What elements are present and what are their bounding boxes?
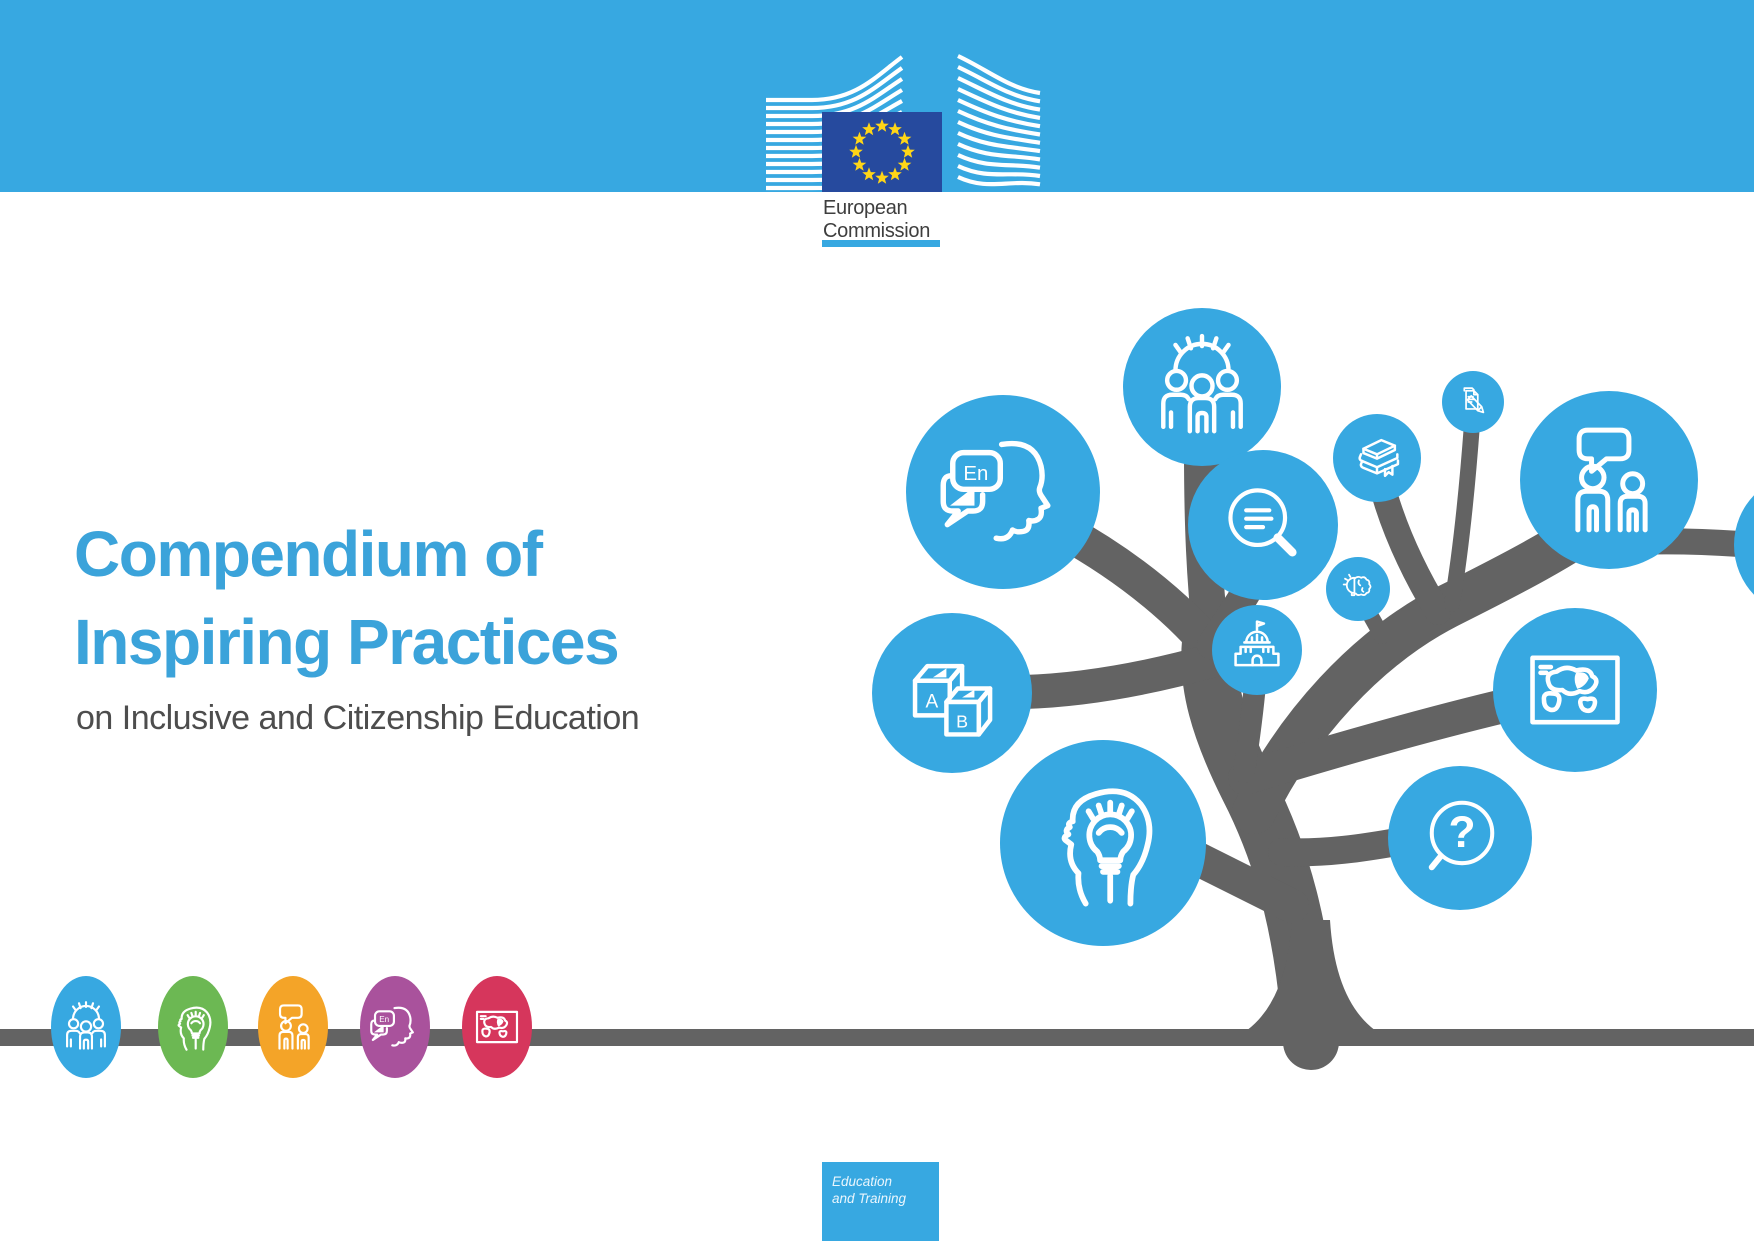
page-subtitle: on Inclusive and Citizenship Education [76,699,640,737]
timeline-bar [0,1029,1754,1046]
tree-nodes [872,308,1754,946]
tree-node-dialogue [1520,391,1698,569]
title-block: Compendium of Inspiring Practices on Incl… [74,510,834,740]
milestone-geography [462,976,532,1078]
milestone-language [360,976,430,1078]
page-title: Compendium of Inspiring Practices [74,510,834,686]
ec-name-line2: Commission [823,220,931,242]
tree-node-writing [1442,371,1504,433]
milestone-community [51,976,121,1078]
footer-label-line2: and Training [832,1191,907,1206]
tree-node-community [1123,308,1281,466]
ec-flag-stripes-right-icon [957,54,1041,187]
tree-node-edge [1734,495,1754,595]
tree-node-civics [1212,605,1302,695]
tree-trunk-base [1230,920,1392,1040]
ec-name-line1: European [823,197,908,219]
footer-label-line1: Education [832,1174,893,1189]
title-line1: Compendium of [74,518,543,590]
ec-logo-underline [822,240,940,247]
tree-node-brain [1326,557,1390,621]
tree-node-books [1333,414,1421,502]
tree-node-ideas [1000,740,1206,946]
tree-node-inquiry [1388,766,1532,910]
milestone-dialogue [258,976,328,1078]
timeline-milestones [51,976,532,1078]
tree-node-literacy [872,613,1032,773]
tree-node-research [1188,450,1338,600]
eu-flag-stars-icon [849,118,915,184]
milestone-ideas [158,976,228,1078]
tree-node-language [906,395,1100,589]
title-line2: Inspiring Practices [74,606,620,678]
ec-logo-wordmark: European Commission [823,197,930,243]
education-training-label: Education and Training [822,1162,939,1241]
tree-node-geography [1493,608,1657,772]
